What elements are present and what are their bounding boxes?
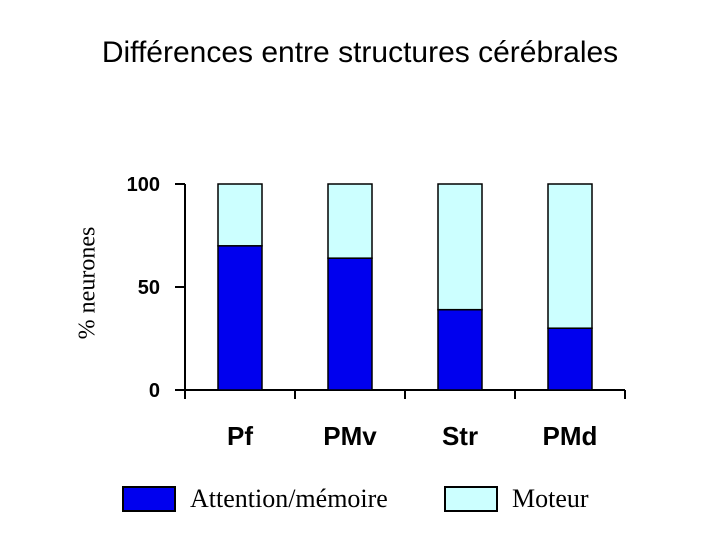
bar-pmd-series-1 — [547, 183, 593, 329]
bar-pmd-series-0 — [547, 327, 593, 391]
x-tick-label-pmv: PMv — [323, 421, 377, 451]
bar-str-series-1 — [437, 183, 483, 311]
y-tick-label-0: 0 — [149, 380, 160, 402]
bar-pf-series-1 — [217, 183, 263, 247]
chart-title: Différences entre structures cérébrales — [101, 36, 619, 69]
bar-pmv-series-0 — [327, 257, 373, 391]
labels-group: 0 50 100 Pf PMv Str PMd — [127, 174, 598, 451]
bar-str-series-0 — [437, 308, 483, 391]
legend-swatch-attention — [122, 486, 176, 512]
bars-group — [217, 183, 593, 391]
x-tick-label-str: Str — [442, 421, 478, 451]
legend-label-moteur: Moteur — [512, 484, 589, 513]
bar-pmv-series-1 — [327, 183, 373, 259]
legend-item-moteur: Moteur — [444, 484, 589, 514]
y-tick-label-50: 50 — [138, 277, 160, 299]
legend-swatch-moteur — [444, 486, 498, 512]
bar-pf-series-0 — [217, 245, 263, 391]
legend-item-attention: Attention/mémoire — [122, 484, 388, 514]
y-tick-label-100: 100 — [127, 174, 160, 196]
stacked-bar-chart: 0 50 100 Pf PMv Str PMd — [127, 174, 626, 451]
legend-label-attention: Attention/mémoire — [190, 484, 388, 513]
x-tick-label-pf: Pf — [227, 421, 253, 451]
x-tick-label-pmd: PMd — [543, 421, 598, 451]
